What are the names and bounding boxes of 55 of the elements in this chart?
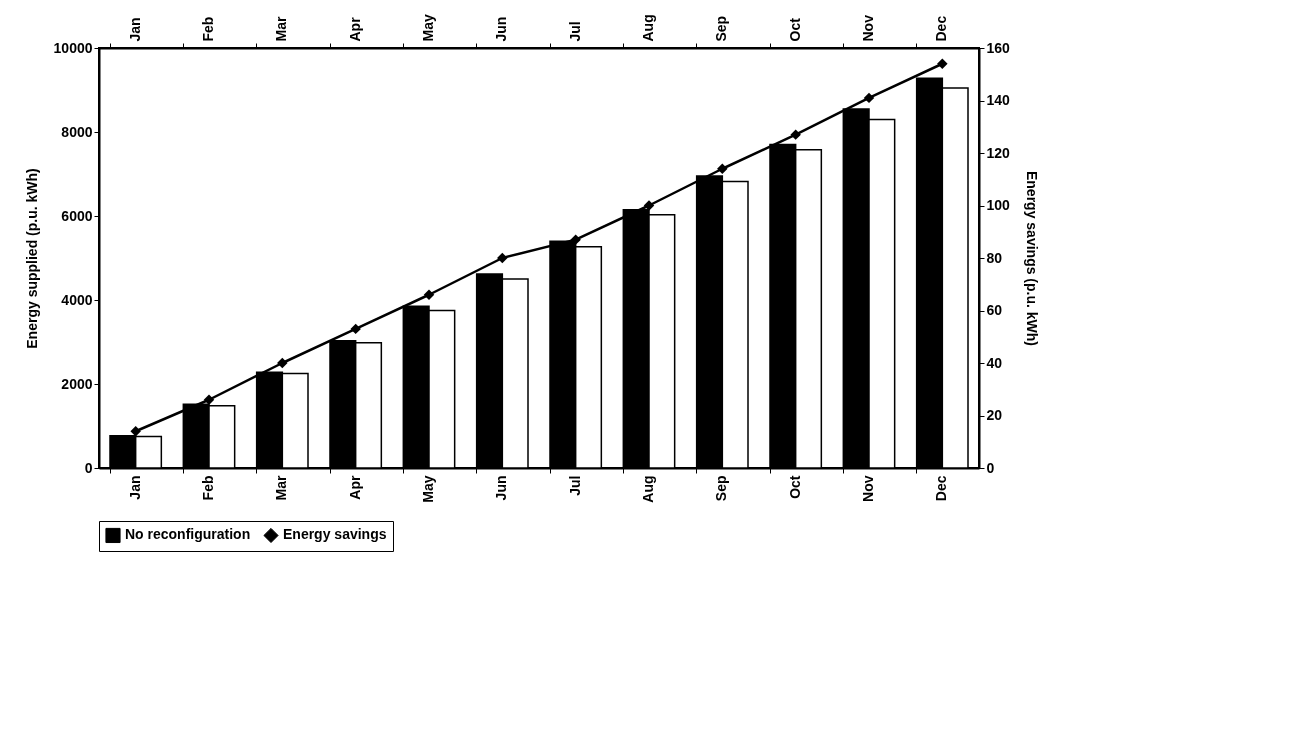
category-label: Apr: [346, 17, 363, 42]
y2-tick-label: 100: [986, 197, 1011, 213]
point: [863, 92, 875, 104]
legend-label: Energy savings: [283, 526, 387, 543]
x-tick-label: Apr: [346, 474, 363, 500]
point: [130, 426, 141, 437]
y2-tick-label: 20: [986, 407, 1003, 423]
category-label: Jan: [126, 17, 143, 42]
x-tick-label: Jan: [126, 475, 143, 500]
point: [717, 163, 728, 174]
y2-tick-label: 160: [986, 39, 1011, 56]
point: [790, 129, 801, 140]
y2-tick-label: 40: [986, 354, 1003, 371]
y-tick-label: 0: [84, 459, 93, 476]
category-label: Nov: [860, 15, 876, 42]
x-tick-label: Mar: [273, 474, 290, 501]
category-label: Oct: [786, 18, 803, 42]
x-tick-label: Feb: [200, 475, 216, 501]
category-label: Feb: [200, 16, 216, 42]
point: [277, 357, 288, 369]
point: [937, 58, 948, 69]
y2-tick-label: 80: [986, 249, 1003, 266]
x-tick-label: Jun: [493, 475, 510, 501]
y-tick-label: 10000: [53, 39, 93, 56]
category-label: Jun: [493, 16, 510, 42]
x-tick-label: Nov: [860, 475, 876, 502]
category-label: May: [420, 14, 436, 42]
y2-tick-label: 120: [986, 144, 1011, 161]
y-tick-label: 6000: [61, 207, 93, 224]
x-tick-label: Oct: [786, 475, 803, 499]
category-label: Aug: [640, 14, 656, 42]
point: [203, 394, 215, 405]
x-tick-label: Jul: [566, 475, 583, 496]
category-label: Jul: [566, 21, 583, 42]
category-label: Sep: [713, 15, 730, 42]
y-tick-label: 4000: [61, 291, 93, 308]
point: [423, 289, 435, 300]
y-tick-label: 2000: [61, 375, 93, 392]
point: [350, 323, 361, 335]
y2-tick-label: 0: [986, 459, 995, 476]
x-tick-label: May: [420, 475, 436, 503]
y-tick-label: 8000: [61, 123, 93, 140]
category-label: Dec: [933, 15, 950, 42]
legend-label: No reconfiguration: [125, 526, 251, 543]
y2-tick-label: 140: [986, 92, 1011, 108]
category-label: Mar: [273, 16, 290, 42]
y2-tick-label: 60: [986, 302, 1003, 318]
point: [497, 252, 508, 264]
y-axis-title: Energy supplied (p.u. kWh): [23, 168, 40, 349]
point: [643, 200, 655, 211]
x-tick-label: Dec: [933, 475, 950, 502]
x-tick-label: Aug: [640, 475, 656, 503]
point: [570, 234, 581, 245]
x-tick-label: Sep: [713, 475, 730, 502]
y2-axis-title: Energy savings (p.u. kWh): [1023, 170, 1040, 347]
